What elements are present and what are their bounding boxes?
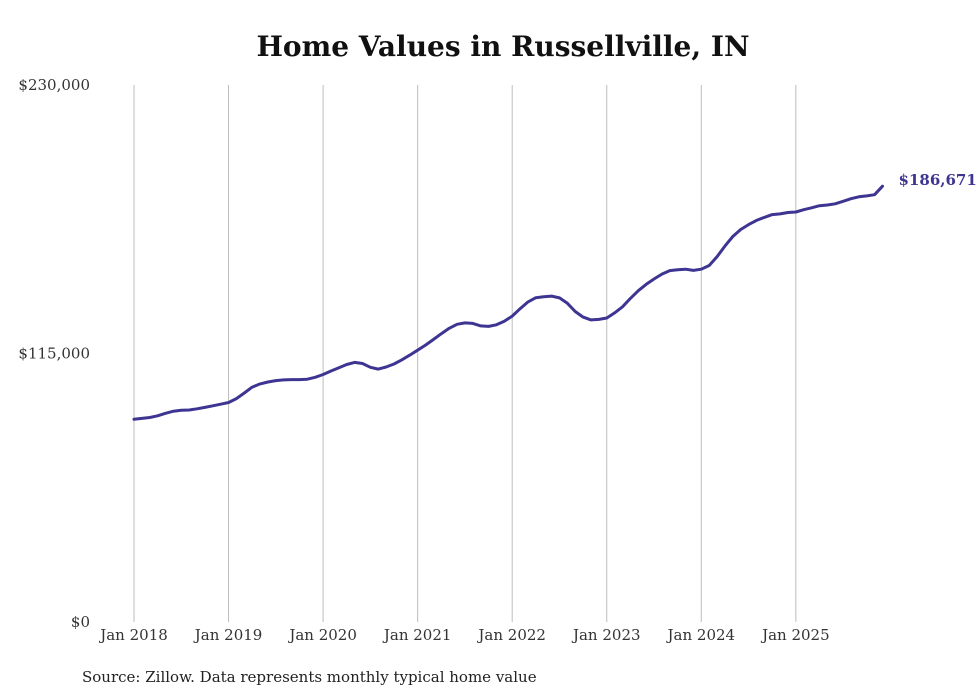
x-tick-label: Jan 2025 (760, 626, 830, 644)
source-note: Source: Zillow. Data represents monthly … (82, 668, 537, 686)
y-axis-ticks: $0 $115,000 $230,000 (18, 76, 90, 631)
series-layer (132, 184, 884, 421)
x-tick-label: Jan 2020 (287, 626, 357, 644)
x-tick-label: Jan 2018 (98, 626, 168, 644)
y-tick-label: $230,000 (18, 76, 90, 94)
gridlines (133, 85, 797, 622)
end-value-label: $186,671 (899, 171, 977, 189)
x-tick-label: Jan 2023 (571, 626, 641, 644)
x-tick-label: Jan 2021 (382, 626, 452, 644)
series-line (132, 184, 884, 421)
x-tick-label: Jan 2019 (193, 626, 263, 644)
x-axis-ticks: Jan 2018 Jan 2019 Jan 2020 Jan 2021 Jan 2022… (98, 626, 829, 644)
y-tick-label: $0 (71, 613, 90, 631)
y-tick-label: $115,000 (18, 345, 90, 363)
chart-title: Home Values in Russellville, IN (256, 30, 750, 63)
x-tick-label: Jan 2024 (666, 626, 736, 644)
label-layer: $186,671 (899, 171, 977, 189)
x-tick-label: Jan 2022 (476, 626, 546, 644)
